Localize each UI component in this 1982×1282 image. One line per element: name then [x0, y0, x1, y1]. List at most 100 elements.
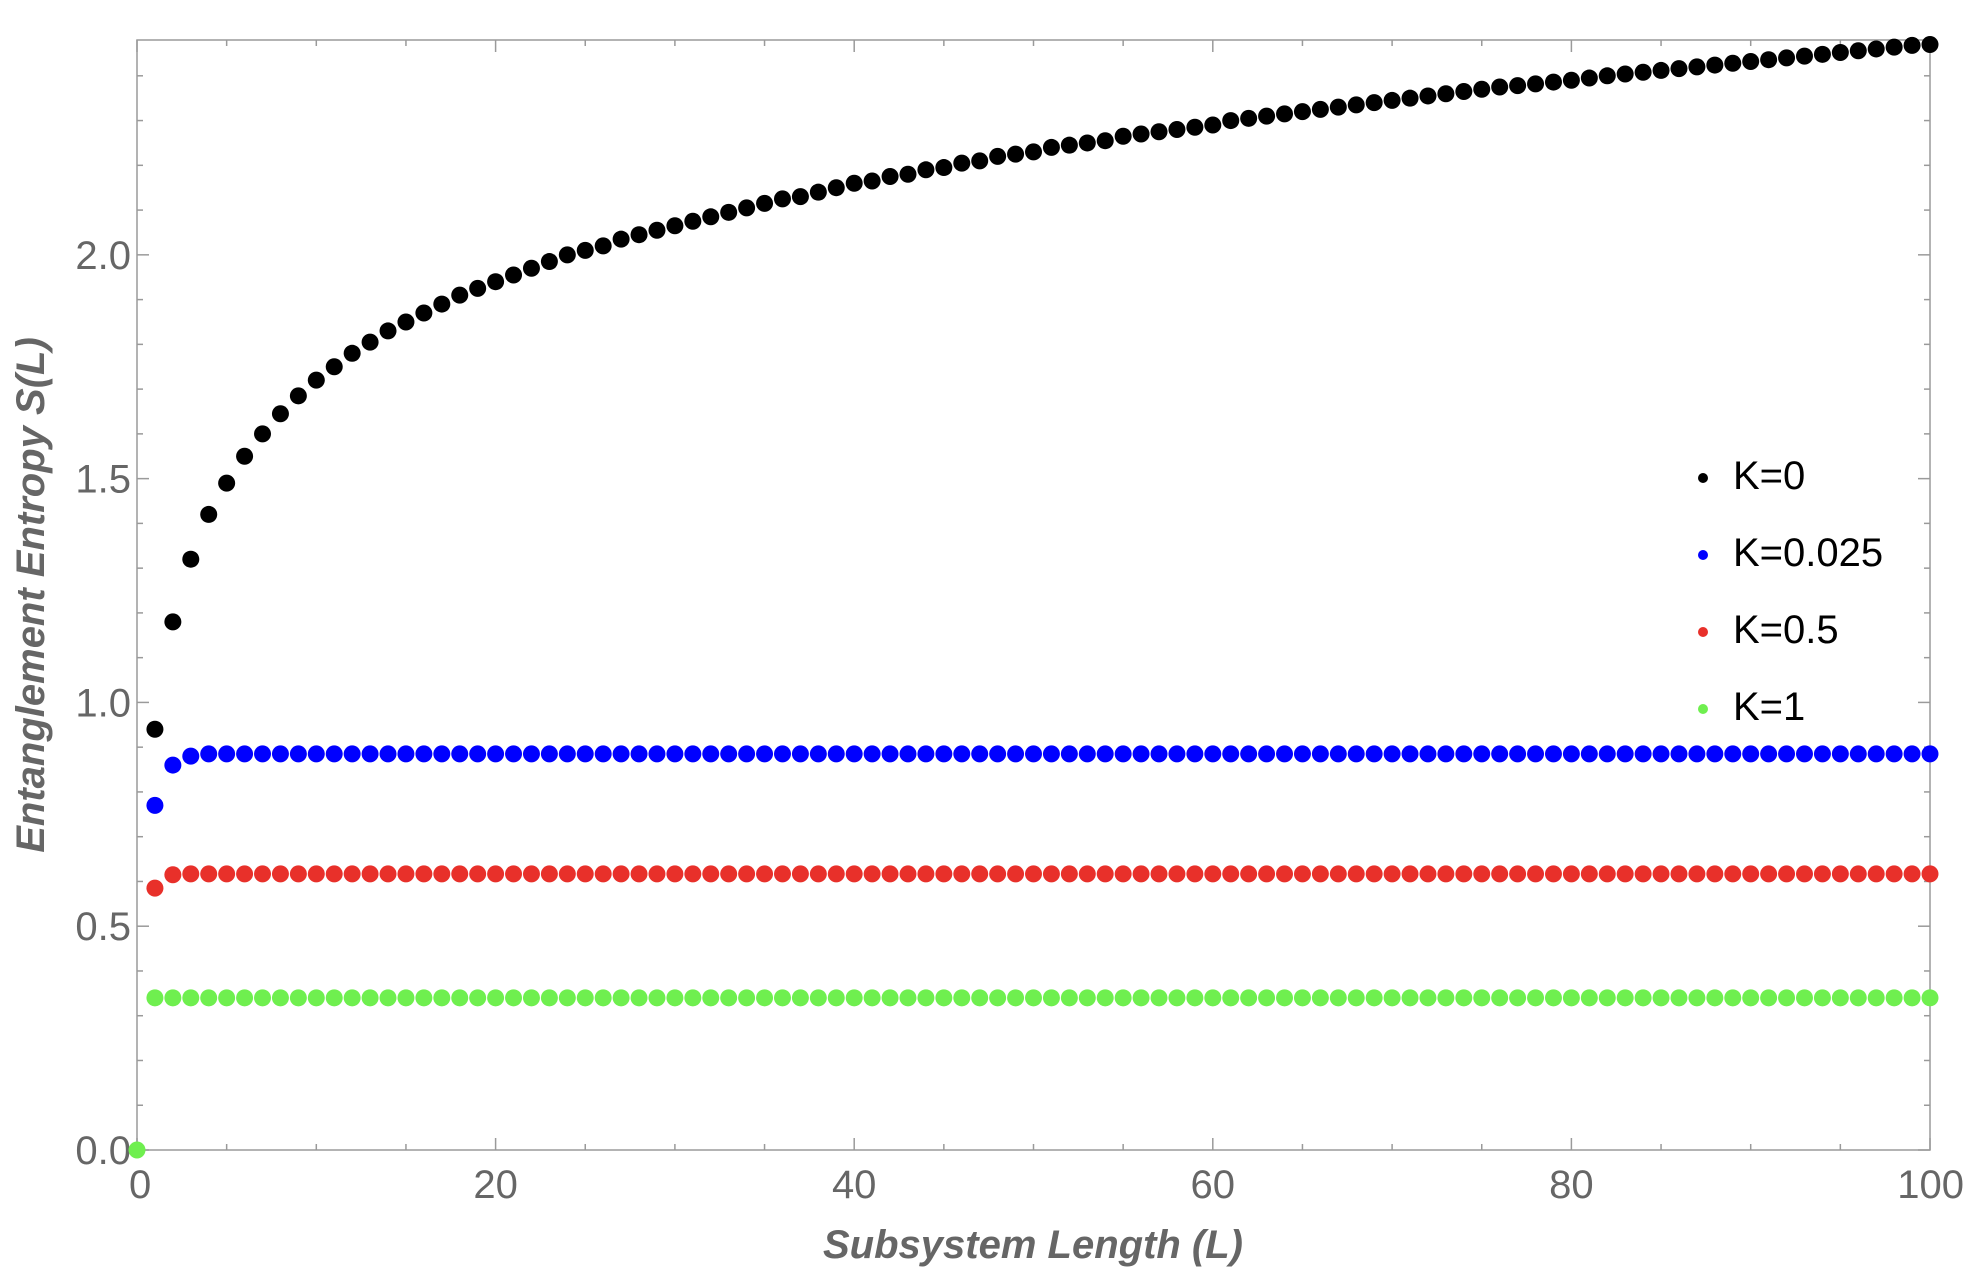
- data-point: [1527, 865, 1545, 883]
- data-point: [254, 745, 272, 763]
- data-point: [1258, 865, 1276, 883]
- data-point: [720, 203, 738, 221]
- data-point: [397, 865, 415, 883]
- data-point: [146, 989, 164, 1007]
- data-point: [612, 745, 630, 763]
- data-point: [1078, 745, 1096, 763]
- data-point: [1742, 52, 1760, 70]
- data-point: [200, 989, 218, 1007]
- data-point: [200, 505, 218, 523]
- data-point: [1311, 100, 1329, 118]
- data-point: [1867, 745, 1885, 763]
- data-point: [1742, 745, 1760, 763]
- data-point: [307, 865, 325, 883]
- y-tick-label: 1.5: [75, 458, 131, 502]
- data-point: [1831, 44, 1849, 62]
- data-point: [1921, 865, 1939, 883]
- data-point: [971, 152, 989, 170]
- data-point: [1276, 105, 1294, 123]
- data-point: [756, 989, 774, 1007]
- data-point: [756, 745, 774, 763]
- data-point: [971, 989, 989, 1007]
- data-point: [845, 989, 863, 1007]
- legend-label: K=0.5: [1733, 608, 1839, 652]
- series-1: [146, 35, 1939, 738]
- data-point: [522, 989, 540, 1007]
- data-point: [1455, 745, 1473, 763]
- data-point: [1509, 77, 1527, 95]
- data-point: [1616, 65, 1634, 83]
- data-point: [917, 865, 935, 883]
- data-point: [1383, 865, 1401, 883]
- data-point: [1042, 989, 1060, 1007]
- data-point: [433, 745, 451, 763]
- data-point: [1473, 989, 1491, 1007]
- data-point: [1347, 865, 1365, 883]
- y-tick-label: 1.0: [75, 681, 131, 725]
- data-point: [271, 745, 289, 763]
- data-point: [1598, 745, 1616, 763]
- data-point: [1652, 61, 1670, 79]
- data-point: [1778, 49, 1796, 67]
- data-point: [1096, 745, 1114, 763]
- data-point: [1527, 745, 1545, 763]
- data-point: [935, 159, 953, 177]
- data-point: [1849, 989, 1867, 1007]
- data-point: [989, 989, 1007, 1007]
- data-point: [684, 212, 702, 230]
- x-tick-label: 20: [473, 1163, 518, 1207]
- data-point: [899, 865, 917, 883]
- data-point: [325, 358, 343, 376]
- data-point: [863, 745, 881, 763]
- data-point: [522, 745, 540, 763]
- data-point: [1007, 145, 1025, 163]
- data-point: [1401, 989, 1419, 1007]
- data-point: [487, 989, 505, 1007]
- data-point: [666, 989, 684, 1007]
- data-points: [128, 35, 1939, 1159]
- data-point: [791, 865, 809, 883]
- data-point: [773, 190, 791, 208]
- data-point: [1849, 745, 1867, 763]
- data-point: [1634, 63, 1652, 81]
- data-point: [953, 989, 971, 1007]
- data-point: [1634, 865, 1652, 883]
- data-point: [325, 745, 343, 763]
- x-tick-label: 80: [1549, 1163, 1594, 1207]
- data-point: [433, 989, 451, 1007]
- data-point: [845, 745, 863, 763]
- data-point: [540, 745, 558, 763]
- data-point: [720, 865, 738, 883]
- data-point: [451, 745, 469, 763]
- data-point: [1114, 989, 1132, 1007]
- data-point: [791, 989, 809, 1007]
- data-point: [1580, 865, 1598, 883]
- data-point: [307, 745, 325, 763]
- data-point: [1562, 71, 1580, 89]
- data-point: [648, 745, 666, 763]
- data-point: [1527, 989, 1545, 1007]
- data-point: [469, 745, 487, 763]
- data-point: [1580, 69, 1598, 87]
- data-point: [594, 865, 612, 883]
- data-point: [1778, 989, 1796, 1007]
- data-point: [1778, 745, 1796, 763]
- x-tick-label: 100: [1897, 1163, 1964, 1207]
- data-point: [469, 989, 487, 1007]
- data-point: [1724, 989, 1742, 1007]
- data-point: [809, 745, 827, 763]
- data-point: [738, 199, 756, 217]
- data-point: [1329, 989, 1347, 1007]
- series-4: [128, 989, 1939, 1159]
- data-point: [397, 745, 415, 763]
- data-point: [1222, 745, 1240, 763]
- data-point: [1329, 745, 1347, 763]
- data-point: [576, 241, 594, 259]
- data-point: [289, 745, 307, 763]
- data-point: [540, 865, 558, 883]
- data-point: [289, 387, 307, 405]
- data-point: [415, 745, 433, 763]
- data-point: [1544, 73, 1562, 91]
- data-point: [1096, 989, 1114, 1007]
- data-point: [989, 865, 1007, 883]
